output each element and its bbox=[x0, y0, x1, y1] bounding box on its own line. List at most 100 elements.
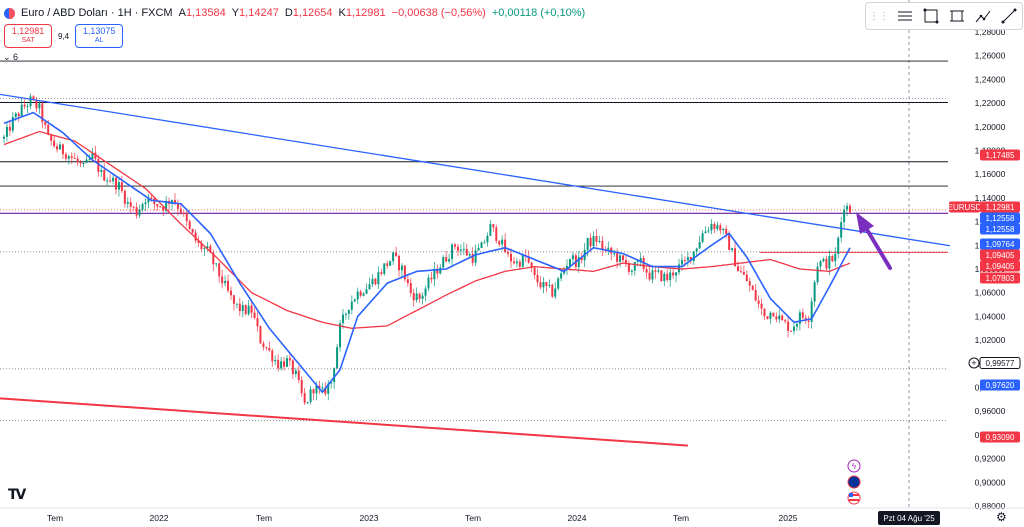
candle-body bbox=[309, 389, 312, 403]
candle-body bbox=[274, 359, 277, 362]
lightning-icon[interactable] bbox=[847, 459, 861, 473]
candle-body bbox=[763, 308, 766, 317]
candle-body bbox=[109, 180, 112, 182]
candle-body bbox=[415, 293, 418, 301]
candle-body bbox=[713, 223, 716, 229]
candle-body bbox=[94, 152, 97, 159]
economic-event-icons[interactable]: ϟ bbox=[847, 459, 861, 505]
candle-body bbox=[303, 393, 306, 403]
candle-body bbox=[436, 268, 439, 274]
candle-body bbox=[766, 316, 769, 319]
price-tick-label: 1,28000 bbox=[975, 27, 1006, 37]
candle-body bbox=[138, 209, 141, 216]
horizontal-levels bbox=[0, 60, 948, 422]
candle-body bbox=[515, 261, 518, 264]
price-label-bg bbox=[980, 238, 1020, 250]
candle-body bbox=[44, 122, 47, 125]
candle-body bbox=[595, 236, 598, 242]
candle-body bbox=[734, 248, 737, 267]
price-tick-label: 1,02000 bbox=[975, 335, 1006, 345]
blue-trend-line[interactable] bbox=[0, 91, 977, 251]
candle-body bbox=[483, 242, 486, 244]
candle-body bbox=[442, 257, 445, 268]
candle-body bbox=[368, 284, 371, 290]
candle-body bbox=[831, 255, 834, 262]
time-tick-label: 2023 bbox=[360, 513, 379, 523]
candle-body bbox=[406, 279, 409, 284]
indicators-toggle[interactable]: ⌄ 6 bbox=[3, 52, 18, 63]
candle-body bbox=[176, 203, 179, 209]
tradingview-logo[interactable]: 𝗧𝗩 bbox=[8, 486, 26, 502]
buy-button[interactable]: 1,13075 AL bbox=[75, 24, 124, 48]
price-label: 1,12558 bbox=[986, 225, 1015, 234]
candle-body bbox=[465, 248, 468, 256]
candle-body bbox=[843, 209, 846, 223]
candle-body bbox=[341, 314, 344, 324]
line-tool-icon[interactable] bbox=[1000, 7, 1018, 25]
price-tick-label: 1,22000 bbox=[975, 98, 1006, 108]
candle-body bbox=[822, 258, 825, 262]
candle-body bbox=[197, 240, 200, 243]
candle-body bbox=[215, 263, 218, 265]
spread-value: 9,4 bbox=[58, 31, 70, 41]
time-tick-label: Tem bbox=[465, 513, 481, 523]
candle-body bbox=[607, 247, 610, 250]
candle-body bbox=[586, 237, 589, 250]
symbol-title[interactable]: Euro / ABD Doları · 1H · FXCM bbox=[21, 7, 173, 19]
candle-body bbox=[103, 169, 106, 181]
candle-body bbox=[639, 257, 642, 261]
candle-body bbox=[840, 222, 843, 238]
sell-button[interactable]: 1,12981 SAT bbox=[4, 24, 52, 48]
candle-body bbox=[462, 248, 465, 250]
candle-body bbox=[784, 320, 787, 322]
candle-body bbox=[288, 358, 291, 361]
candle-body bbox=[162, 206, 165, 211]
frame-icon[interactable] bbox=[948, 7, 966, 25]
candle-body bbox=[91, 152, 94, 159]
settings-icon[interactable]: ⚙ bbox=[996, 510, 1007, 524]
candle-body bbox=[123, 190, 126, 204]
candle-body bbox=[297, 370, 300, 380]
plus-sign: + bbox=[971, 358, 976, 368]
price-label-bg bbox=[980, 431, 1020, 443]
trend-line-icon[interactable] bbox=[974, 7, 992, 25]
horizontal-lines-icon[interactable] bbox=[896, 7, 914, 25]
price-change-extra: +0,00118 (+0,10%) bbox=[491, 7, 586, 19]
plus-circle-icon[interactable] bbox=[968, 357, 980, 369]
purple-arrow-annotation[interactable] bbox=[856, 212, 892, 270]
candle-body bbox=[76, 158, 79, 163]
candle-body bbox=[327, 383, 330, 394]
candle-body bbox=[221, 276, 224, 284]
price-tick-label: 1,14000 bbox=[975, 193, 1006, 203]
candle-body bbox=[333, 368, 336, 382]
price-label-bg bbox=[949, 201, 980, 213]
candle-body bbox=[185, 213, 188, 222]
rectangle-icon[interactable] bbox=[922, 7, 940, 25]
eu-flag-icon[interactable] bbox=[847, 475, 861, 489]
candle-body bbox=[601, 240, 604, 250]
candle-body bbox=[698, 242, 701, 249]
candle-body bbox=[719, 225, 722, 231]
price-tick-label: 0,88000 bbox=[975, 501, 1006, 511]
candle-body bbox=[253, 312, 256, 319]
candle-body bbox=[577, 257, 580, 267]
candle-body bbox=[795, 323, 798, 327]
candle-body bbox=[501, 239, 504, 245]
candle-body bbox=[769, 312, 772, 319]
candle-body bbox=[159, 206, 162, 208]
candle-body bbox=[212, 252, 215, 265]
candle-body bbox=[14, 113, 17, 117]
candle-body bbox=[64, 154, 67, 159]
drawing-toolbar: ⋮⋮ bbox=[865, 2, 1023, 30]
price-label: 1,12981 bbox=[986, 203, 1015, 212]
candle-body bbox=[85, 159, 88, 163]
red-trend-line[interactable] bbox=[0, 397, 688, 447]
time-axis[interactable]: Tem 2022 Tem 2023 Tem 2024 Tem 2025 Pzt 04 Ağu '… bbox=[0, 507, 1024, 525]
price-label-bg bbox=[980, 149, 1020, 161]
drag-handle-icon[interactable]: ⋮⋮ bbox=[869, 10, 889, 22]
candle-body bbox=[359, 291, 362, 296]
candle-body bbox=[787, 321, 790, 331]
price-tick-label: 1,20000 bbox=[975, 122, 1006, 132]
candle-body bbox=[235, 303, 238, 305]
